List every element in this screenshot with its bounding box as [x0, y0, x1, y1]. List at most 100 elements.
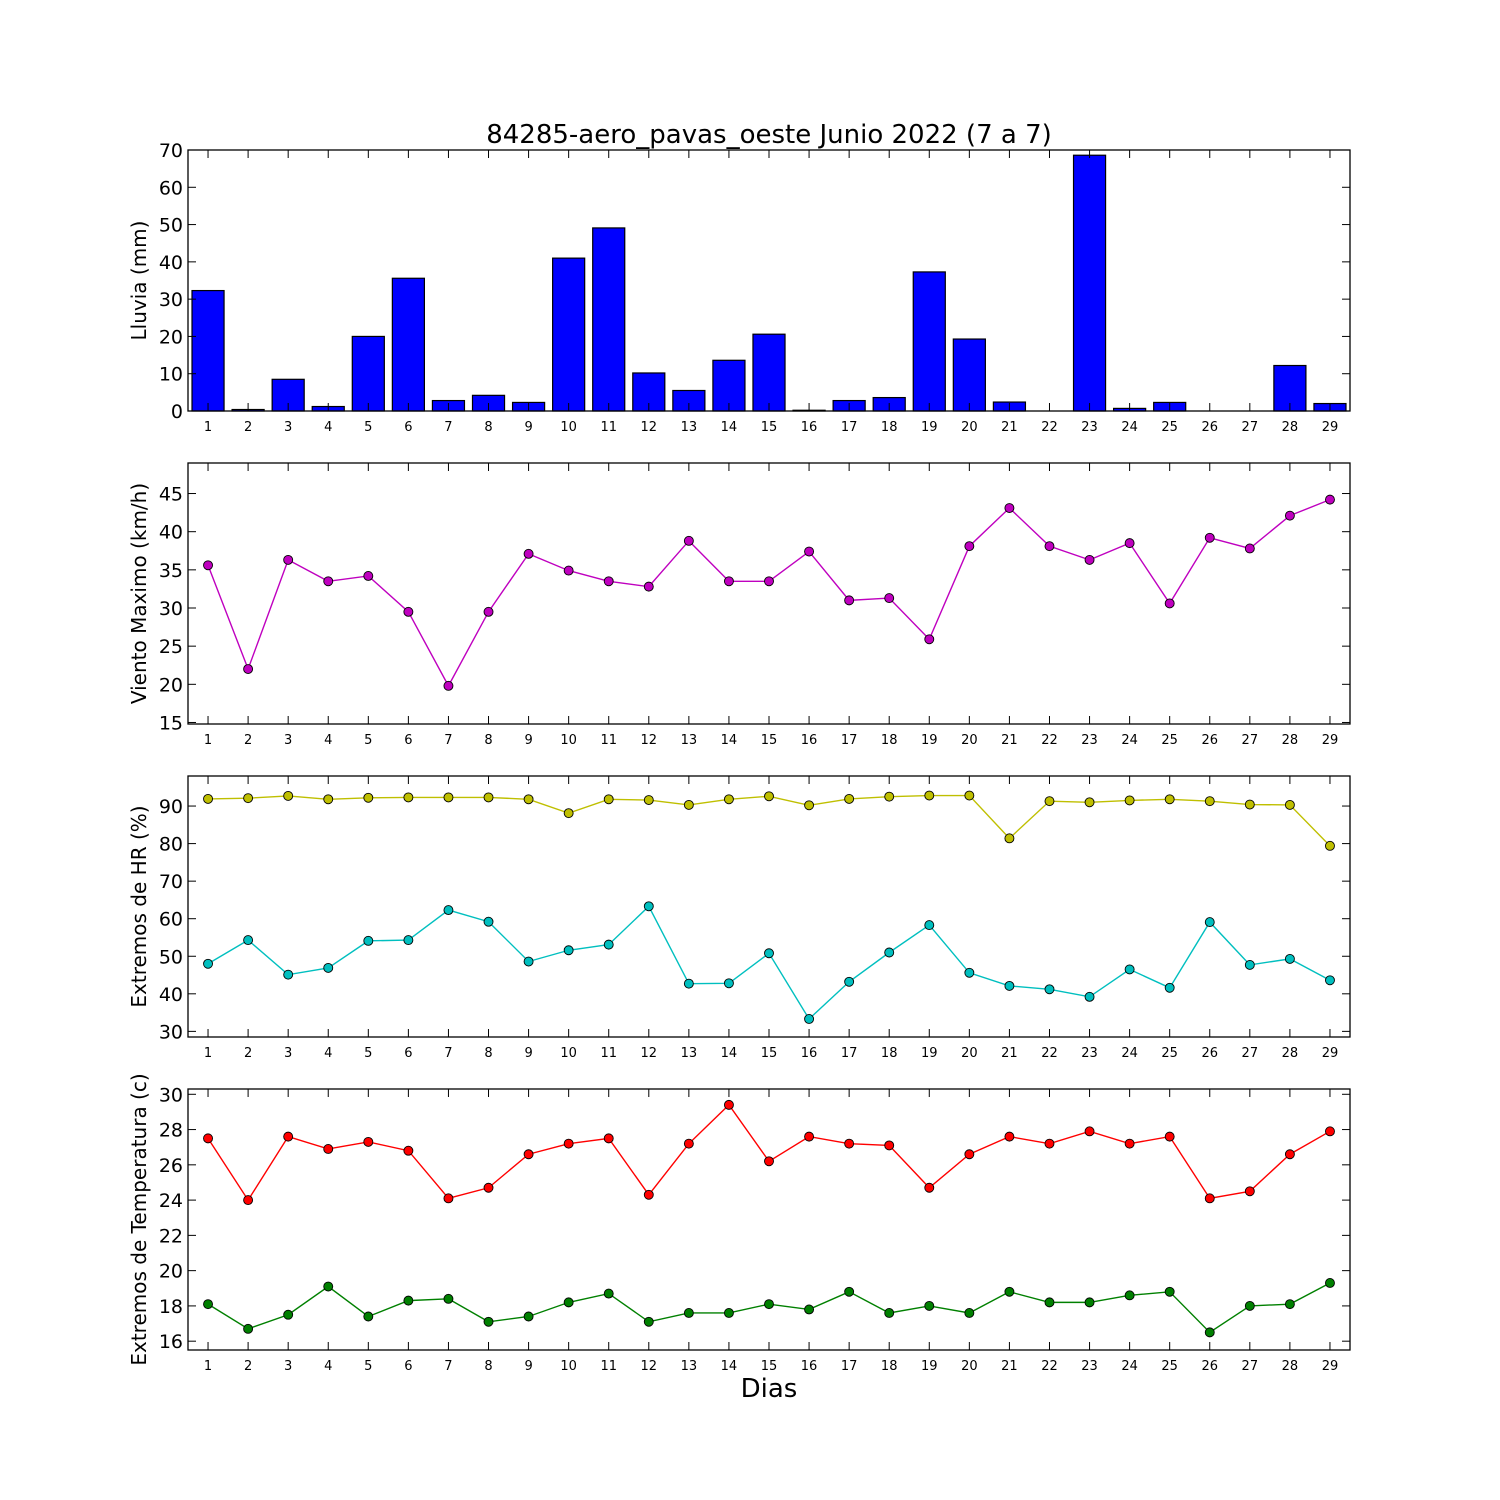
rain-ytick-label: 60: [159, 177, 183, 199]
temperature-series-1-point: [243, 1195, 254, 1206]
rain-bar: [351, 335, 385, 412]
humidity-xtick-label: 26: [1201, 1046, 1218, 1061]
humidity-series-1-point: [1204, 796, 1215, 807]
temperature-xtick-label: 1: [204, 1359, 212, 1374]
wind-series-1-point: [443, 680, 454, 691]
rain-ytick-label: 50: [159, 215, 183, 237]
wind-series-1-line: [207, 498, 1331, 688]
rain-xtick-label: 16: [801, 420, 818, 435]
humidity-xtick-label: 22: [1041, 1046, 1058, 1061]
temperature-xtick-label: 6: [404, 1359, 412, 1374]
humidity-series-1-point: [403, 792, 414, 803]
rain-xtick-label: 14: [721, 420, 738, 435]
humidity-xtick-label: 11: [600, 1046, 617, 1061]
rain-xtick-label: 29: [1322, 420, 1339, 435]
temperature-ytick-label: 16: [159, 1331, 183, 1353]
wind-series-1-point: [844, 595, 855, 606]
x-axis-label: Dias: [741, 1374, 798, 1404]
wind-series-1-point: [1044, 541, 1055, 552]
wind-xtick-label: 9: [524, 733, 532, 748]
humidity-series-2-point: [924, 920, 935, 931]
temperature-xtick-label: 5: [364, 1359, 372, 1374]
wind-xtick-label: 24: [1121, 733, 1138, 748]
temperature-series-1-point: [643, 1189, 654, 1200]
temperature-series-2-point: [683, 1308, 694, 1318]
humidity-series-2-point: [1084, 991, 1095, 1002]
wind-xtick-label: 21: [1001, 733, 1018, 748]
wind-series-1-point: [523, 548, 534, 559]
temperature-series-1-line: [207, 1103, 1331, 1202]
temperature-series-2-point: [1244, 1300, 1255, 1311]
humidity-series-2-point: [1164, 982, 1175, 993]
rain-xtick-label: 11: [600, 420, 617, 435]
humidity-series-1-point: [804, 800, 815, 811]
wind-series-1-point: [1084, 554, 1095, 565]
temperature-series-2-point: [884, 1308, 895, 1318]
rain-xtick-label: 4: [324, 420, 332, 435]
rain-ytick-label: 10: [159, 364, 183, 386]
wind-series-1-point: [1164, 598, 1175, 609]
wind-series-1-point: [683, 535, 694, 546]
rain-bar: [592, 227, 626, 412]
humidity-series-2-point: [1044, 984, 1055, 995]
wind-ytick-label: 20: [159, 674, 183, 696]
humidity-ytick-label: 80: [159, 834, 183, 856]
temperature-ytick-label: 28: [159, 1120, 183, 1142]
rain-xtick-label: 2: [244, 420, 252, 435]
humidity-series-1-point: [323, 794, 334, 805]
temperature-xtick-label: 18: [881, 1359, 898, 1374]
rain-ytick-label: 70: [159, 140, 183, 162]
rain-bar: [912, 271, 946, 412]
temperature-series-1-point: [363, 1136, 374, 1147]
wind-xtick-label: 25: [1161, 733, 1178, 748]
temperature-series-2-point: [363, 1311, 374, 1322]
rain-xtick-label: 20: [961, 420, 978, 435]
rain-xtick-label: 3: [284, 420, 292, 435]
rain-xtick-label: 22: [1041, 420, 1058, 435]
humidity-series-1-point: [443, 792, 454, 803]
temperature-series-1-point: [323, 1144, 334, 1154]
temperature-series-1-point: [723, 1099, 734, 1110]
humidity-series-1-point: [523, 794, 534, 805]
humidity-series-1-point: [603, 794, 614, 805]
rain-xtick-label: 8: [484, 420, 492, 435]
temperature-series-2-point: [443, 1293, 454, 1304]
wind-ytick-label: 25: [159, 636, 183, 658]
humidity-series-2-point: [483, 916, 494, 927]
temperature-xtick-label: 22: [1041, 1359, 1058, 1374]
wind-series-1-point: [723, 576, 734, 587]
humidity-series-2-point: [844, 976, 855, 987]
humidity-series-2-point: [323, 962, 334, 973]
humidity-series-1-point: [643, 795, 654, 805]
wind-series-1-point: [563, 565, 574, 576]
wind-series-1-point: [1204, 532, 1215, 543]
temperature-xtick-label: 10: [560, 1359, 577, 1374]
humidity-xtick-label: 25: [1161, 1046, 1178, 1061]
temperature-xtick-label: 9: [524, 1359, 532, 1374]
temperature-xtick-label: 2: [244, 1359, 252, 1374]
temperature-series-1-point: [804, 1131, 815, 1142]
temperature-xtick-label: 13: [681, 1359, 698, 1374]
wind-ytick-label: 35: [159, 560, 183, 582]
temperature-ytick-label: 22: [159, 1225, 183, 1247]
wind-xtick-label: 10: [560, 733, 577, 748]
wind-series-1-point: [924, 634, 935, 645]
wind-xtick-label: 22: [1041, 733, 1058, 748]
wind-xtick-label: 16: [801, 733, 818, 748]
rain-bar: [271, 378, 305, 412]
wind-xtick-label: 5: [364, 733, 372, 748]
rain-xtick-label: 7: [444, 420, 452, 435]
wind-series-1-point: [804, 546, 815, 557]
temperature-series-2-point: [844, 1286, 855, 1297]
humidity-series-1-point: [1244, 799, 1255, 810]
wind-xtick-label: 26: [1201, 733, 1218, 748]
rain-bar: [391, 277, 426, 412]
wind-xtick-label: 13: [681, 733, 698, 748]
humidity-series-2-point: [1004, 980, 1015, 991]
rain-xtick-label: 23: [1081, 420, 1098, 435]
humidity-xtick-label: 13: [681, 1046, 698, 1061]
temperature-xtick-label: 20: [961, 1359, 978, 1374]
